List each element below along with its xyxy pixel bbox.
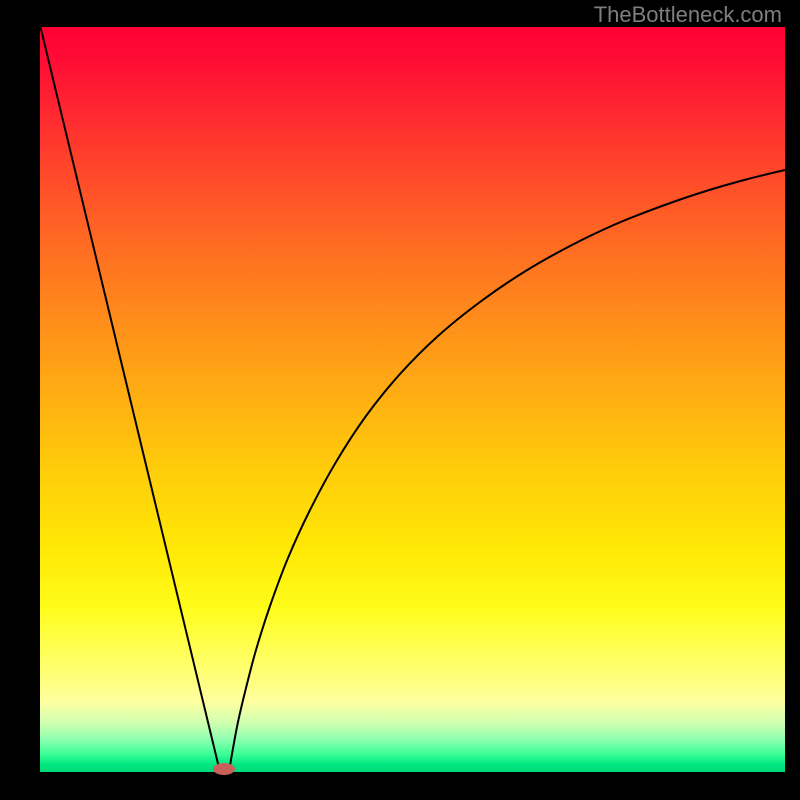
- minimum-marker: [213, 763, 235, 775]
- plot-background: [40, 27, 785, 772]
- bottleneck-chart: [0, 0, 800, 800]
- watermark-label: TheBottleneck.com: [594, 2, 782, 28]
